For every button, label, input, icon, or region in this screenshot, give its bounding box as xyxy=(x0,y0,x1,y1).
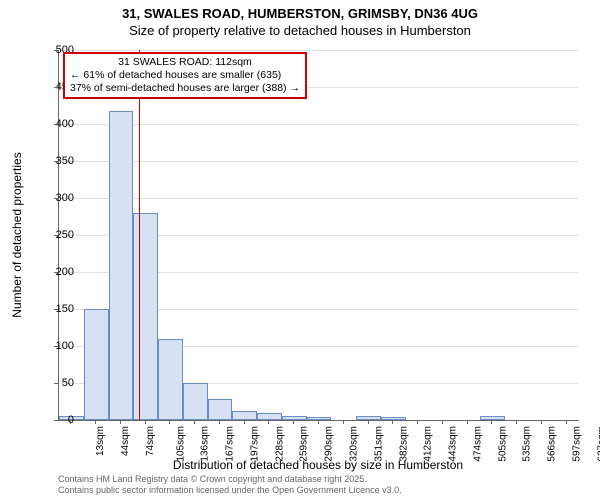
x-tick-label: 566sqm xyxy=(547,426,558,462)
x-tick-label: 13sqm xyxy=(95,426,106,456)
annotation-title: 31 SWALES ROAD: 112sqm xyxy=(70,56,300,69)
x-tick xyxy=(70,420,71,424)
x-tick xyxy=(268,420,269,424)
x-tick xyxy=(95,420,96,424)
y-tick xyxy=(54,87,58,88)
x-tick xyxy=(293,420,294,424)
x-tick xyxy=(169,420,170,424)
y-tick xyxy=(54,124,58,125)
x-tick-label: 412sqm xyxy=(423,426,434,462)
y-tick xyxy=(54,272,58,273)
x-tick-label: 74sqm xyxy=(145,426,156,456)
y-tick-label: 350 xyxy=(44,155,74,167)
x-tick xyxy=(516,420,517,424)
footer-line2: Contains public sector information licen… xyxy=(58,485,402,496)
x-tick xyxy=(392,420,393,424)
x-tick-label: 44sqm xyxy=(120,426,131,456)
footer: Contains HM Land Registry data © Crown c… xyxy=(58,474,402,496)
y-tick xyxy=(54,50,58,51)
y-tick xyxy=(54,309,58,310)
histogram-bar xyxy=(84,309,109,420)
x-tick xyxy=(194,420,195,424)
x-tick xyxy=(442,420,443,424)
y-tick-label: 400 xyxy=(44,118,74,130)
y-tick-label: 150 xyxy=(44,303,74,315)
x-tick xyxy=(343,420,344,424)
x-tick-label: 443sqm xyxy=(448,426,459,462)
histogram-bar xyxy=(257,413,282,420)
y-tick xyxy=(54,346,58,347)
x-tick xyxy=(318,420,319,424)
x-tick xyxy=(219,420,220,424)
reference-line xyxy=(139,50,140,420)
chart-area: 31 SWALES ROAD: 112sqm← 61% of detached … xyxy=(58,50,579,421)
grid-line xyxy=(59,124,579,125)
x-tick-label: 382sqm xyxy=(398,426,409,462)
annotation-line-larger: 37% of semi-detached houses are larger (… xyxy=(70,82,300,95)
x-tick-label: 535sqm xyxy=(522,426,533,462)
x-tick-label: 290sqm xyxy=(324,426,335,462)
title-line2: Size of property relative to detached ho… xyxy=(0,23,600,38)
histogram-bar xyxy=(232,411,257,420)
x-tick-label: 505sqm xyxy=(497,426,508,462)
grid-line xyxy=(59,198,579,199)
title-block: 31, SWALES ROAD, HUMBERSTON, GRIMSBY, DN… xyxy=(0,0,600,38)
x-tick xyxy=(541,420,542,424)
figure: 31, SWALES ROAD, HUMBERSTON, GRIMSBY, DN… xyxy=(0,0,600,500)
x-tick-label: 228sqm xyxy=(274,426,285,462)
y-tick xyxy=(54,235,58,236)
y-tick xyxy=(54,198,58,199)
x-tick xyxy=(244,420,245,424)
y-tick-label: 100 xyxy=(44,340,74,352)
y-tick-label: 300 xyxy=(44,192,74,204)
x-tick-label: 597sqm xyxy=(571,426,582,462)
x-tick-label: 105sqm xyxy=(175,426,186,462)
histogram-bar xyxy=(208,399,233,420)
annotation-box: 31 SWALES ROAD: 112sqm← 61% of detached … xyxy=(63,52,307,99)
x-tick-label: 197sqm xyxy=(250,426,261,462)
y-tick-label: 200 xyxy=(44,266,74,278)
x-tick xyxy=(120,420,121,424)
histogram-bar xyxy=(158,339,183,420)
x-tick-label: 627sqm xyxy=(596,426,600,462)
y-tick-label: 250 xyxy=(44,229,74,241)
title-line1: 31, SWALES ROAD, HUMBERSTON, GRIMSBY, DN… xyxy=(0,6,600,21)
x-tick-label: 167sqm xyxy=(225,426,236,462)
x-tick-label: 351sqm xyxy=(373,426,384,462)
annotation-line-smaller: ← 61% of detached houses are smaller (63… xyxy=(70,69,300,82)
x-tick-label: 320sqm xyxy=(349,426,360,462)
y-tick xyxy=(54,420,58,421)
footer-line1: Contains HM Land Registry data © Crown c… xyxy=(58,474,402,485)
x-tick xyxy=(417,420,418,424)
x-tick-label: 474sqm xyxy=(472,426,483,462)
grid-line xyxy=(59,161,579,162)
x-tick-label: 259sqm xyxy=(299,426,310,462)
y-axis-label: Number of detached properties xyxy=(10,152,24,317)
histogram-bar xyxy=(133,213,158,420)
y-tick xyxy=(54,383,58,384)
x-tick xyxy=(491,420,492,424)
x-tick-label: 136sqm xyxy=(200,426,211,462)
y-tick xyxy=(54,161,58,162)
histogram-bar xyxy=(183,383,208,420)
y-tick-label: 50 xyxy=(44,377,74,389)
histogram-bar xyxy=(109,111,134,420)
x-tick xyxy=(145,420,146,424)
histogram-bar xyxy=(356,416,381,420)
x-tick xyxy=(566,420,567,424)
x-tick xyxy=(368,420,369,424)
grid-line xyxy=(59,50,579,51)
x-tick xyxy=(467,420,468,424)
